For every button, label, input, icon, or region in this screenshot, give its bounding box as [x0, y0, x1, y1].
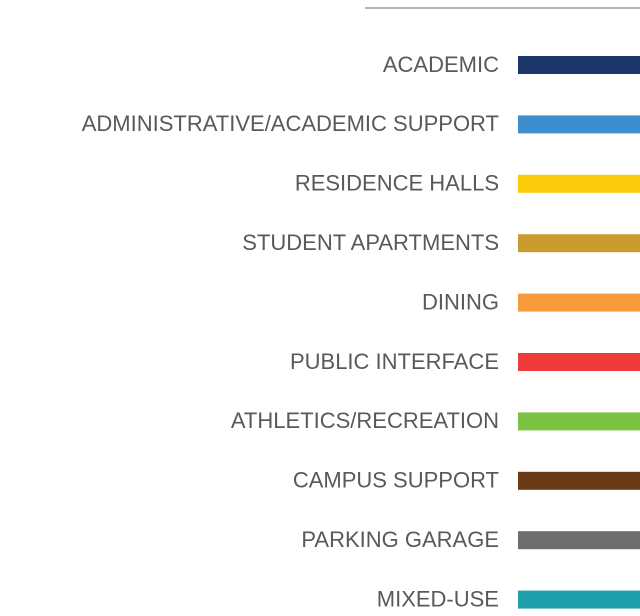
legend-swatch [518, 174, 640, 193]
legend-swatch [518, 412, 640, 431]
legend-swatch [518, 531, 640, 550]
legend-label: CAMPUS SUPPORT [293, 468, 499, 493]
legend-swatch [518, 471, 640, 490]
legend-swatch [518, 590, 640, 609]
legend-label: DINING [422, 289, 499, 314]
legend-swatch [518, 56, 640, 74]
legend-swatch [518, 353, 640, 371]
legend-label: ACADEMIC [383, 52, 499, 77]
legend-swatch [518, 234, 640, 253]
legend-label: PARKING GARAGE [301, 527, 499, 552]
legend-swatch [518, 115, 640, 134]
legend-label: RESIDENCE HALLS [295, 171, 499, 196]
legend-label: STUDENT APARTMENTS [242, 230, 499, 255]
legend-label: ATHLETICS/RECREATION [231, 408, 499, 433]
legend-label: MIXED-USE [377, 586, 499, 611]
legend-label: PUBLIC INTERFACE [290, 349, 499, 374]
legend-swatch [518, 293, 640, 312]
legend-label: ADMINISTRATIVE/ACADEMIC SUPPORT [82, 111, 499, 136]
